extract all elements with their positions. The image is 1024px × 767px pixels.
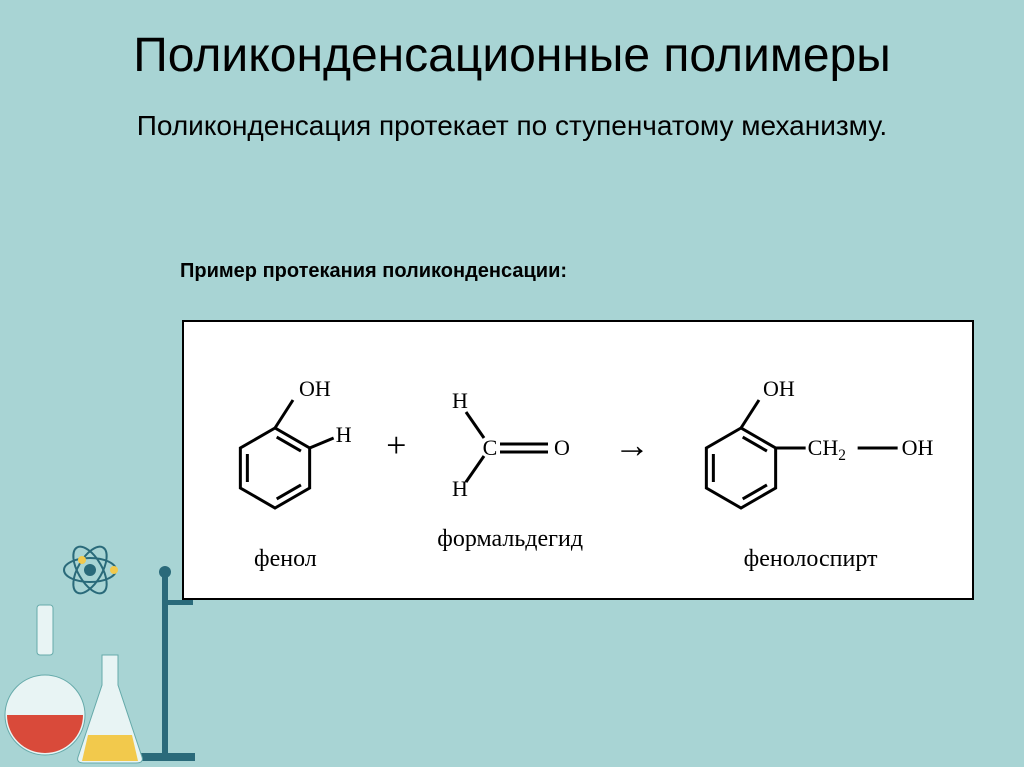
svg-text:H: H [452, 476, 468, 501]
plus-symbol: + [386, 424, 406, 466]
molecule-phenolalcohol: OH CH2 OH фенолоспирт [681, 348, 941, 573]
svg-text:CH2: CH2 [807, 435, 845, 464]
svg-text:H: H [336, 422, 352, 447]
molecule-formaldehyde: CH H O формальдегид [437, 368, 583, 553]
svg-text:H: H [452, 388, 468, 413]
svg-text:C: C [483, 435, 498, 460]
phenolalcohol-label: фенолоспирт [744, 546, 878, 573]
slide-subtitle: Поликонденсация протекает по ступенчатом… [0, 110, 1024, 142]
slide-title: Поликонденсационные полимеры [0, 28, 1024, 83]
arrow-symbol: → [614, 424, 650, 466]
slide: Поликонденсационные полимеры Поликонденс… [0, 0, 1024, 767]
flask-yellow-icon [70, 650, 150, 765]
svg-text:O: O [554, 435, 570, 460]
molecule-phenol: OHH фенол [215, 348, 355, 573]
phenol-label: фенол [254, 546, 317, 573]
formaldehyde-structure: CH H O [445, 368, 575, 518]
phenolalcohol-structure: OH CH2 OH [681, 348, 941, 538]
phenol-structure: OHH [215, 348, 355, 538]
formaldehyde-label: формальдегид [437, 526, 583, 553]
atom-icon [60, 540, 120, 600]
example-label: Пример протекания поликонденсации: [180, 260, 567, 283]
reaction-box: OHH фенол + CHHO формальдегид → OHCH2OH … [182, 320, 974, 600]
svg-text:OH: OH [901, 435, 933, 460]
svg-text:OH: OH [299, 376, 331, 401]
svg-text:OH: OH [763, 376, 795, 401]
